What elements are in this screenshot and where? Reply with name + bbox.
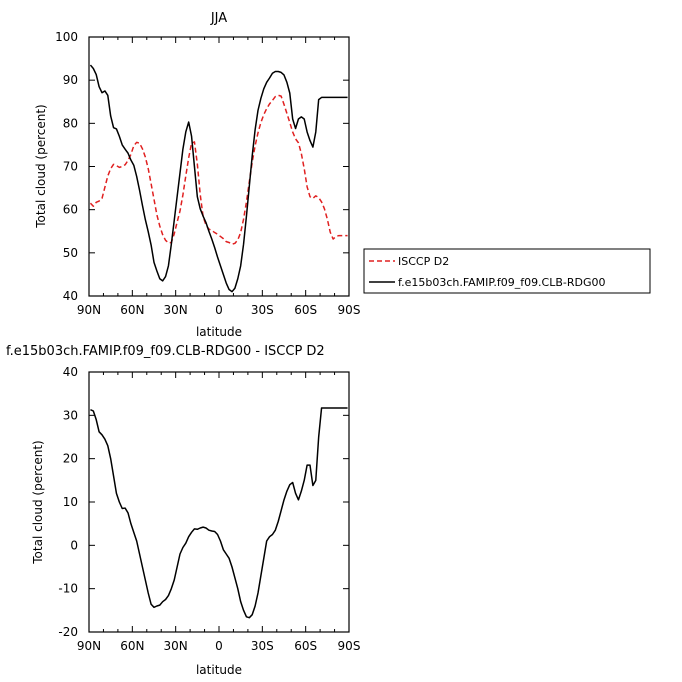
bottom-y-tick-label: 0: [70, 538, 78, 552]
bottom-y-tick-label: 30: [63, 408, 78, 422]
bottom-y-tick-label: 10: [63, 495, 78, 509]
bottom-series-lines: [90, 407, 348, 619]
top-y-tick-label: 90: [63, 73, 78, 87]
top-y-tick-label: 60: [63, 203, 78, 217]
bottom-x-tick-label: 0: [215, 639, 223, 653]
bottom-x-tick-label: 90S: [338, 639, 361, 653]
bottom-y-axis-label: Total cloud (percent): [31, 440, 45, 564]
bottom-y-tick-label: -10: [58, 582, 78, 596]
bottom-x-axis-label: latitude: [196, 663, 242, 677]
top-series-line-isccp: [89, 94, 348, 245]
top-panel-title: JJA: [210, 11, 227, 26]
top-x-tick-label: 90S: [338, 303, 361, 317]
top-y-tick-label: 50: [63, 246, 78, 260]
legend: ISCCP D2 f.e15b03ch.FAMIP.f09_f09.CLB-RD…: [363, 248, 651, 294]
bottom-plot-frame: [88, 371, 350, 633]
top-x-tick-label: 60S: [294, 303, 317, 317]
top-x-tick-label: 30S: [251, 303, 274, 317]
top-x-tick-label: 30N: [164, 303, 188, 317]
top-y-tick-label: 100: [55, 30, 78, 44]
top-y-tick-label: 80: [63, 116, 78, 130]
top-plot-frame: [88, 36, 350, 297]
legend-box: [363, 248, 651, 294]
legend-label-model: f.e15b03ch.FAMIP.f09_f09.CLB-RDG00: [398, 276, 606, 289]
top-x-tick-label: 90N: [77, 303, 101, 317]
bottom-y-tick-label: 20: [63, 452, 78, 466]
bottom-series-line-difference: [90, 407, 348, 619]
top-y-tick-label: 70: [63, 160, 78, 174]
top-panel: JJA 90N 60N 30N 0 30S 60S 90S 40 50 60 70 80 90 100 l…: [34, 11, 360, 339]
bottom-x-tick-label: 90N: [77, 639, 101, 653]
bottom-y-tick-label: -20: [58, 625, 78, 639]
top-x-tick-label: 0: [215, 303, 223, 317]
bottom-y-tick-label: 40: [63, 365, 78, 379]
top-y-axis-label: Total cloud (percent): [34, 104, 48, 228]
top-x-tick-label: 60N: [120, 303, 144, 317]
bottom-panel: f.e15b03ch.FAMIP.f09_f09.CLB-RDG00 - ISC…: [6, 344, 360, 677]
bottom-x-tick-label: 60S: [294, 639, 317, 653]
top-series-line-model: [89, 64, 348, 293]
bottom-x-tick-label: 30N: [164, 639, 188, 653]
bottom-x-tick-label: 60N: [120, 639, 144, 653]
top-series-lines: [89, 64, 348, 293]
top-y-tick-label: 40: [63, 289, 78, 303]
bottom-panel-title: f.e15b03ch.FAMIP.f09_f09.CLB-RDG00 - ISC…: [6, 344, 325, 359]
top-axis-ticks: 90N 60N 30N 0 30S 60S 90S 40 50 60 70 80 90 100: [55, 30, 360, 317]
top-x-axis-label: latitude: [196, 325, 242, 339]
bottom-x-tick-label: 30S: [251, 639, 274, 653]
legend-label-isccp: ISCCP D2: [398, 255, 449, 268]
bottom-axis-ticks: 90N 60N 30N 0 30S 60S 90S -20 -10 0 10 20 30 40: [58, 365, 360, 653]
